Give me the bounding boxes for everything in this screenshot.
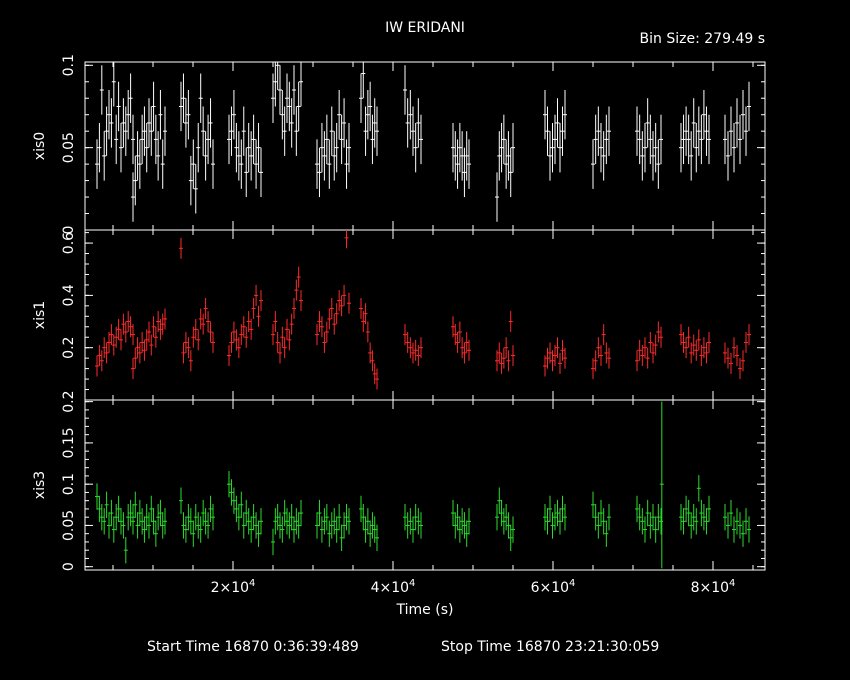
start-time: Start Time 16870 0:36:39:489	[147, 639, 359, 655]
y-tick-label: 0.2	[61, 337, 77, 359]
panel-xis0: 0 0.05 0.1 xis0	[32, 54, 766, 235]
panel-xis3: 0 0.05 0.1 0.15 0.2 xis3 2×104 4×104 6×104 8×104	[32, 391, 766, 596]
chart-title: IW ERIDANI	[385, 20, 465, 36]
y-axis-label: xis3	[32, 471, 48, 499]
bin-size-label: Bin Size: 279.49 s	[640, 31, 765, 47]
panel-frame	[84, 399, 766, 571]
y-tick-label: 0	[61, 226, 77, 235]
y-tick-label: 0.05	[61, 510, 77, 541]
y-axis-label: xis1	[32, 301, 48, 329]
y-tick-label: 0.1	[61, 473, 77, 495]
panel-xis1: 0.2 0.4 0.6 xis1	[32, 229, 766, 401]
y-tick-label: 0.2	[61, 391, 77, 413]
x-tick-label: 6×104	[531, 578, 576, 596]
x-tick-label: 8×104	[691, 578, 736, 596]
stop-time: Stop Time 16870 23:21:30:059	[441, 639, 659, 655]
x-tick-label: 2×104	[211, 578, 256, 596]
y-axis-label: xis0	[32, 132, 48, 160]
panel-frame	[84, 61, 766, 231]
x-tick-label: 4×104	[371, 578, 416, 596]
panel-frame	[84, 229, 766, 401]
y-tick-label: 0.1	[61, 54, 77, 76]
y-tick-label: 0.15	[61, 427, 77, 458]
y-tick-label: 0	[61, 562, 77, 571]
y-tick-label: 0.6	[61, 232, 77, 254]
x-axis-label: Time (s)	[396, 602, 454, 618]
y-tick-label: 0.05	[61, 132, 77, 163]
y-tick-label: 0.4	[61, 284, 77, 306]
